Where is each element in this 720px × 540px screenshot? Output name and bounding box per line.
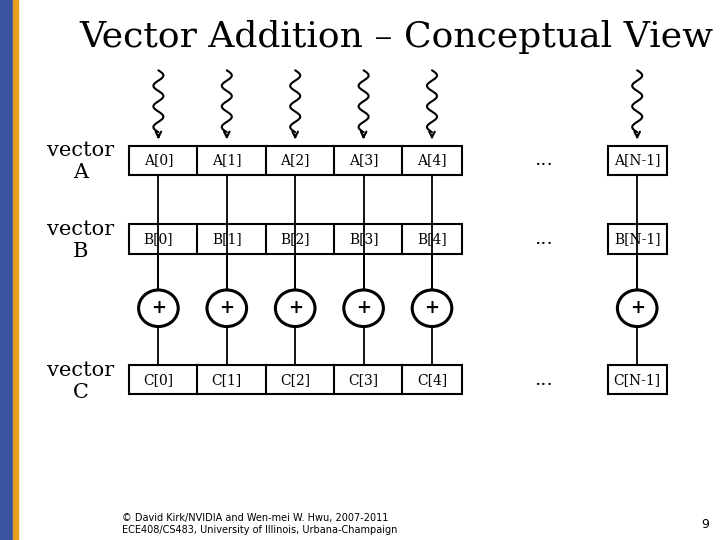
Ellipse shape	[138, 290, 179, 327]
Text: A[4]: A[4]	[417, 153, 447, 167]
Text: ...: ...	[534, 230, 553, 248]
Text: © David Kirk/NVIDIA and Wen-mei W. Hwu, 2007-2011
ECE408/CS483, University of Il: © David Kirk/NVIDIA and Wen-mei W. Hwu, …	[122, 514, 397, 535]
Text: C: C	[73, 382, 89, 402]
Text: +: +	[288, 299, 302, 317]
Ellipse shape	[275, 290, 315, 327]
Text: B[N-1]: B[N-1]	[614, 232, 660, 246]
Text: vector: vector	[47, 141, 114, 160]
Text: C[4]: C[4]	[417, 373, 447, 387]
Text: B[0]: B[0]	[143, 232, 174, 246]
Ellipse shape	[412, 290, 452, 327]
Text: B[1]: B[1]	[212, 232, 242, 246]
Text: +: +	[151, 299, 166, 317]
Text: A[N-1]: A[N-1]	[614, 153, 660, 167]
Bar	[13, 0, 18, 540]
Text: C[0]: C[0]	[143, 373, 174, 387]
Text: A[1]: A[1]	[212, 153, 242, 167]
Text: A[2]: A[2]	[281, 153, 310, 167]
Bar	[608, 146, 667, 175]
Text: vector: vector	[47, 220, 114, 239]
Text: A: A	[73, 163, 89, 182]
Text: +: +	[425, 299, 439, 317]
Text: A[0]: A[0]	[144, 153, 173, 167]
Bar	[129, 225, 462, 254]
Text: 9: 9	[701, 518, 709, 531]
Bar	[608, 365, 667, 394]
Text: C[2]: C[2]	[280, 373, 310, 387]
Text: ...: ...	[534, 151, 553, 170]
Text: Vector Addition – Conceptual View: Vector Addition – Conceptual View	[79, 19, 713, 53]
Text: C[1]: C[1]	[212, 373, 242, 387]
Text: B[3]: B[3]	[348, 232, 379, 246]
Text: A[3]: A[3]	[349, 153, 378, 167]
Text: C[3]: C[3]	[348, 373, 379, 387]
Text: +: +	[356, 299, 371, 317]
Text: B: B	[73, 242, 89, 261]
Text: +: +	[630, 299, 644, 317]
Bar	[608, 225, 667, 254]
Text: ...: ...	[534, 370, 553, 389]
Bar	[129, 365, 462, 394]
Text: C[N-1]: C[N-1]	[613, 373, 661, 387]
Bar	[0, 0, 13, 540]
Bar	[129, 146, 462, 175]
Ellipse shape	[207, 290, 246, 327]
Text: B[2]: B[2]	[280, 232, 310, 246]
Text: vector: vector	[47, 361, 114, 380]
Ellipse shape	[618, 290, 657, 327]
Text: B[4]: B[4]	[417, 232, 447, 246]
Ellipse shape	[344, 290, 383, 327]
Text: +: +	[220, 299, 234, 317]
